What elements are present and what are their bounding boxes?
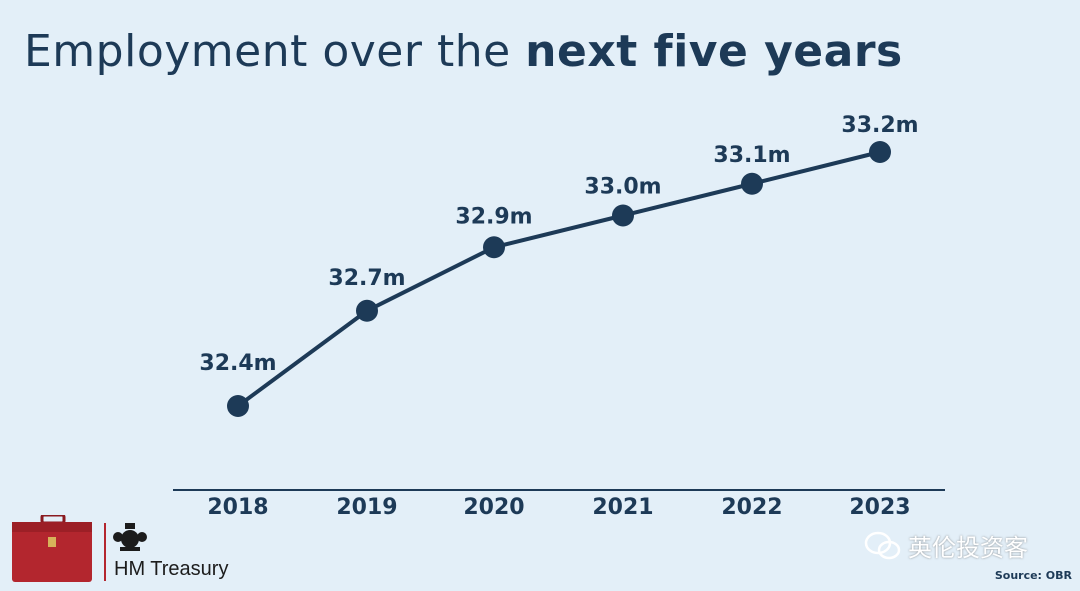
data-point-2023 [869, 141, 891, 163]
data-label-2023: 33.2m [841, 113, 918, 138]
data-point-2019 [356, 299, 378, 322]
x-tick-labels: 2018 2019 2020 2021 2022 2023 [207, 495, 910, 520]
org-name: HM Treasury [114, 558, 229, 580]
wechat-icon [864, 531, 901, 559]
source-note: Source: OBR [994, 569, 1072, 582]
data-labels: 32.4m 32.7m 32.9m 33.0m 33.1m 33.2m [199, 113, 918, 376]
royal-crest-icon [113, 523, 147, 551]
x-tick-2019: 2019 [336, 495, 397, 520]
red-briefcase-icon [12, 515, 92, 582]
data-label-2022: 33.1m [713, 143, 790, 168]
x-tick-2023: 2023 [849, 495, 910, 520]
chart-title-bold: next five years [525, 26, 903, 77]
data-label-2021: 33.0m [584, 175, 661, 200]
x-tick-2021: 2021 [592, 495, 653, 520]
x-tick-2020: 2020 [463, 495, 524, 520]
series-line [236, 150, 881, 408]
x-tick-2022: 2022 [721, 495, 782, 520]
data-label-2018: 32.4m [199, 351, 276, 376]
chart-title-light: Employment over the [24, 26, 511, 77]
watermark: 英伦投资客 [864, 528, 1028, 563]
data-label-2019: 32.7m [328, 266, 405, 291]
data-point-2018 [227, 395, 249, 417]
x-tick-2018: 2018 [207, 495, 268, 520]
data-point-2021 [612, 204, 634, 227]
data-label-2020: 32.9m [455, 204, 532, 229]
watermark-text: 英伦投资客 [908, 534, 1028, 562]
data-point-2020 [483, 236, 505, 259]
hm-treasury-logo [12, 515, 147, 582]
data-point-2022 [741, 172, 763, 195]
data-points [227, 141, 891, 417]
chart-title: Employment over the next five years [24, 26, 903, 77]
